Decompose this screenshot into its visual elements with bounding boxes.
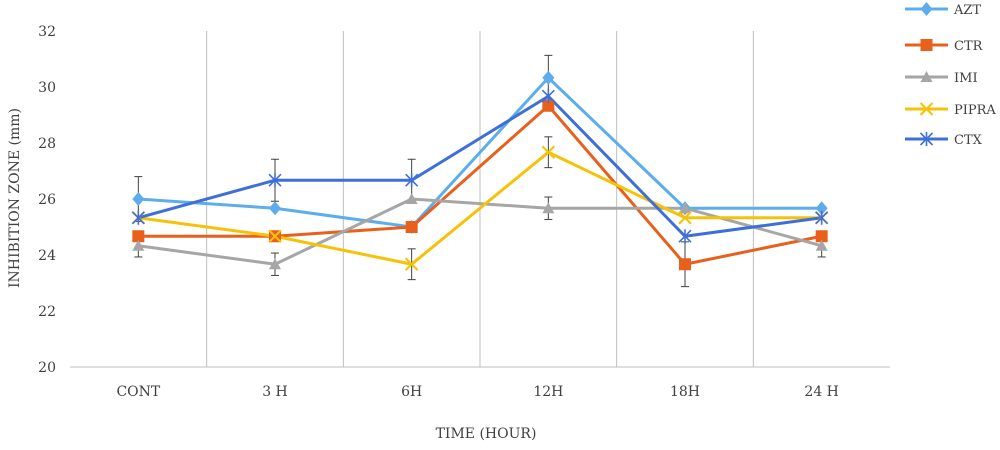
data-point-azt bbox=[815, 201, 828, 216]
x-tick-label: 18H bbox=[670, 384, 700, 400]
legend: AZT CTR IMI PIPRA CTX bbox=[905, 2, 996, 148]
x-tick-label: CONT bbox=[116, 384, 160, 400]
legend-label: CTR bbox=[954, 39, 984, 54]
y-tick-label: 22 bbox=[38, 304, 56, 320]
y-tick-label: 20 bbox=[38, 360, 56, 376]
legend-item-ctx: CTX bbox=[905, 132, 983, 148]
series-line-ctx bbox=[137, 94, 822, 238]
x-axis-ticks: CONT 3 H 6H 12H 18H 24 H bbox=[116, 384, 838, 400]
y-axis-title: INHIBITION ZONE (mm) bbox=[7, 108, 23, 288]
legend-label: CTX bbox=[954, 133, 983, 148]
legend-label: PIPRA bbox=[954, 103, 996, 118]
series-lines bbox=[137, 76, 823, 266]
series-line-azt bbox=[138, 76, 822, 229]
data-point-pipra bbox=[541, 145, 556, 159]
legend-marker bbox=[919, 132, 934, 146]
x-tick-label: 6H bbox=[401, 384, 422, 400]
data-point-azt bbox=[132, 192, 145, 206]
legend-marker bbox=[920, 2, 933, 16]
legend-item-ctr: CTR bbox=[905, 39, 984, 54]
legend-marker bbox=[920, 71, 933, 82]
data-point-ctx bbox=[678, 229, 692, 244]
series-line-ctr bbox=[138, 104, 822, 266]
data-point-imi bbox=[405, 193, 418, 204]
legend-marker bbox=[919, 102, 934, 116]
data-point-ctr bbox=[405, 221, 418, 233]
series-markers bbox=[131, 70, 829, 271]
data-point-ctx bbox=[268, 173, 282, 188]
data-point-ctx bbox=[131, 210, 145, 225]
y-axis-ticks: 20 22 24 26 28 30 32 bbox=[38, 24, 56, 376]
x-tick-label: 24 H bbox=[804, 384, 838, 400]
legend-item-azt: AZT bbox=[905, 2, 981, 18]
legend-label: IMI bbox=[954, 71, 978, 86]
data-point-imi bbox=[815, 239, 828, 251]
data-point-imi bbox=[679, 202, 691, 214]
y-tick-label: 32 bbox=[38, 24, 56, 40]
data-point-imi bbox=[542, 202, 555, 214]
data-point-pipra bbox=[678, 211, 692, 225]
legend-label: AZT bbox=[953, 3, 981, 18]
y-tick-label: 28 bbox=[38, 136, 56, 152]
data-point-ctx bbox=[541, 89, 555, 104]
data-point-pipra bbox=[268, 229, 282, 243]
legend-item-imi: IMI bbox=[905, 71, 978, 86]
series-line-imi bbox=[138, 197, 823, 266]
data-point-azt bbox=[542, 70, 555, 85]
data-point-pipra bbox=[404, 257, 419, 271]
data-point-imi bbox=[132, 239, 145, 251]
legend-marker bbox=[920, 39, 933, 51]
series-line-pipra bbox=[138, 150, 822, 266]
legend-item-pipra: PIPRA bbox=[905, 102, 996, 118]
y-tick-label: 26 bbox=[38, 192, 56, 208]
data-point-ctr bbox=[815, 230, 828, 243]
data-point-azt bbox=[269, 201, 281, 216]
y-tick-label: 24 bbox=[38, 248, 56, 264]
data-point-ctx bbox=[815, 210, 829, 225]
x-tick-label: 12H bbox=[533, 384, 563, 400]
y-tick-label: 30 bbox=[38, 80, 56, 96]
x-tick-label: 3 H bbox=[262, 384, 288, 400]
vertical-gridlines bbox=[206, 31, 754, 367]
data-point-ctx bbox=[405, 173, 419, 188]
data-point-ctr bbox=[679, 258, 691, 271]
data-point-imi bbox=[269, 258, 281, 270]
data-point-ctr bbox=[132, 230, 145, 243]
data-point-ctr bbox=[542, 99, 555, 112]
x-axis-title: TIME (HOUR) bbox=[436, 426, 537, 442]
